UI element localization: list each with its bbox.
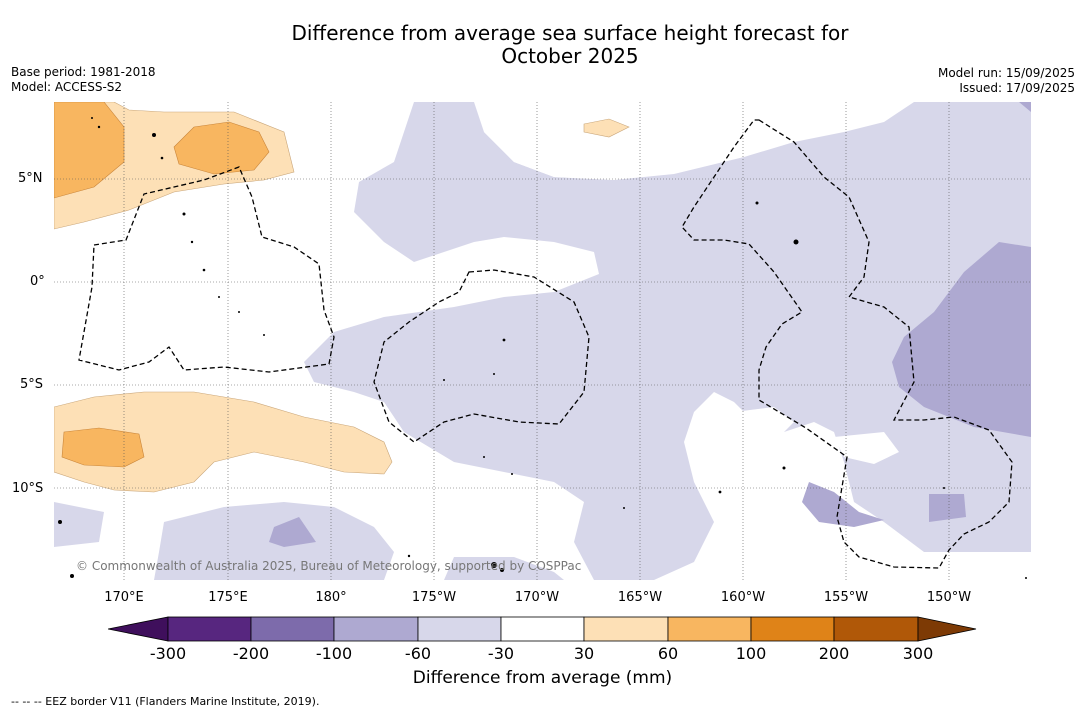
title-line-1: Difference from average sea surface heig… bbox=[291, 21, 849, 45]
colorbar-bin-60-30 bbox=[417, 616, 502, 642]
anomaly-region-neutral bbox=[484, 102, 899, 464]
colorbar-tick: 100 bbox=[735, 644, 767, 663]
colorbar-bin-200-100 bbox=[250, 616, 335, 642]
copyright-notice: © Commonwealth of Australia 2025, Bureau… bbox=[76, 559, 582, 573]
map-svg bbox=[54, 102, 1031, 580]
lon-label-160w: 160°W bbox=[720, 590, 766, 605]
lon-label-180: 180° bbox=[315, 590, 347, 605]
colorbar bbox=[107, 616, 978, 646]
model-name: Model: ACCESS-S2 bbox=[11, 80, 123, 94]
lon-label-155w: 155°W bbox=[823, 590, 869, 605]
colorbar-bin-200-300 bbox=[833, 616, 919, 642]
meta-right: Model run: 15/09/2025 Issued: 17/09/2025 bbox=[938, 66, 1075, 96]
model-run: Model run: 15/09/2025 bbox=[937, 66, 1075, 80]
colorbar-tick: -60 bbox=[404, 644, 432, 663]
colorbar-svg bbox=[107, 616, 977, 642]
islands bbox=[58, 117, 1027, 579]
lon-label-175w: 175°W bbox=[411, 590, 457, 605]
colorbar-label: Difference from average (mm) bbox=[412, 668, 673, 688]
colorbar-bin-300-200 bbox=[167, 616, 252, 642]
eez-borders bbox=[78, 119, 1013, 569]
eez-legend-note: -- -- -- EEZ border V11 (Flanders Marine… bbox=[11, 695, 320, 708]
lat-label-5s: 5°S bbox=[20, 377, 44, 392]
meta-left: Base period: 1981-2018 Model: ACCESS-S2 bbox=[11, 65, 156, 95]
colorbar-bin-30-60 bbox=[583, 616, 669, 642]
colorbar-arrow-low bbox=[107, 616, 169, 642]
graticule bbox=[54, 102, 1031, 580]
lon-label-150w: 150°W bbox=[926, 590, 972, 605]
issued-date: Issued: 17/09/2025 bbox=[959, 81, 1075, 95]
lon-label-170e: 170°E bbox=[104, 590, 144, 605]
lat-label-10s: 10°S bbox=[12, 481, 44, 496]
lon-label-175e: 175°E bbox=[208, 590, 248, 605]
lat-label-5n: 5°N bbox=[18, 171, 43, 186]
colorbar-tick: 200 bbox=[818, 644, 850, 663]
map-panel[interactable] bbox=[54, 102, 1031, 580]
colorbar-arrow-high bbox=[917, 616, 977, 642]
colorbar-bin-100-200 bbox=[750, 616, 835, 642]
lon-label-170w: 170°W bbox=[514, 590, 560, 605]
colorbar-tick: 30 bbox=[573, 644, 595, 663]
anomaly-region-mid-purple bbox=[269, 102, 1031, 547]
base-period: Base period: 1981-2018 bbox=[11, 65, 156, 79]
colorbar-tick: -30 bbox=[487, 644, 515, 663]
colorbar-bin-30-30 bbox=[500, 616, 585, 642]
colorbar-bin-100-60 bbox=[333, 616, 419, 642]
map-title: Difference from average sea surface heig… bbox=[0, 22, 1085, 68]
lat-label-0: 0° bbox=[30, 274, 45, 289]
anomaly-region-mid-orange bbox=[54, 102, 270, 468]
lon-label-165w: 165°W bbox=[617, 590, 663, 605]
anomaly-region-light-purple bbox=[54, 102, 1031, 580]
title-line-2: October 2025 bbox=[501, 44, 639, 68]
colorbar-tick: 60 bbox=[657, 644, 679, 663]
colorbar-tick: -100 bbox=[315, 644, 353, 663]
colorbar-tick: -200 bbox=[232, 644, 270, 663]
colorbar-bin-60-100 bbox=[667, 616, 752, 642]
colorbar-tick: 300 bbox=[902, 644, 934, 663]
colorbar-tick: -300 bbox=[149, 644, 187, 663]
